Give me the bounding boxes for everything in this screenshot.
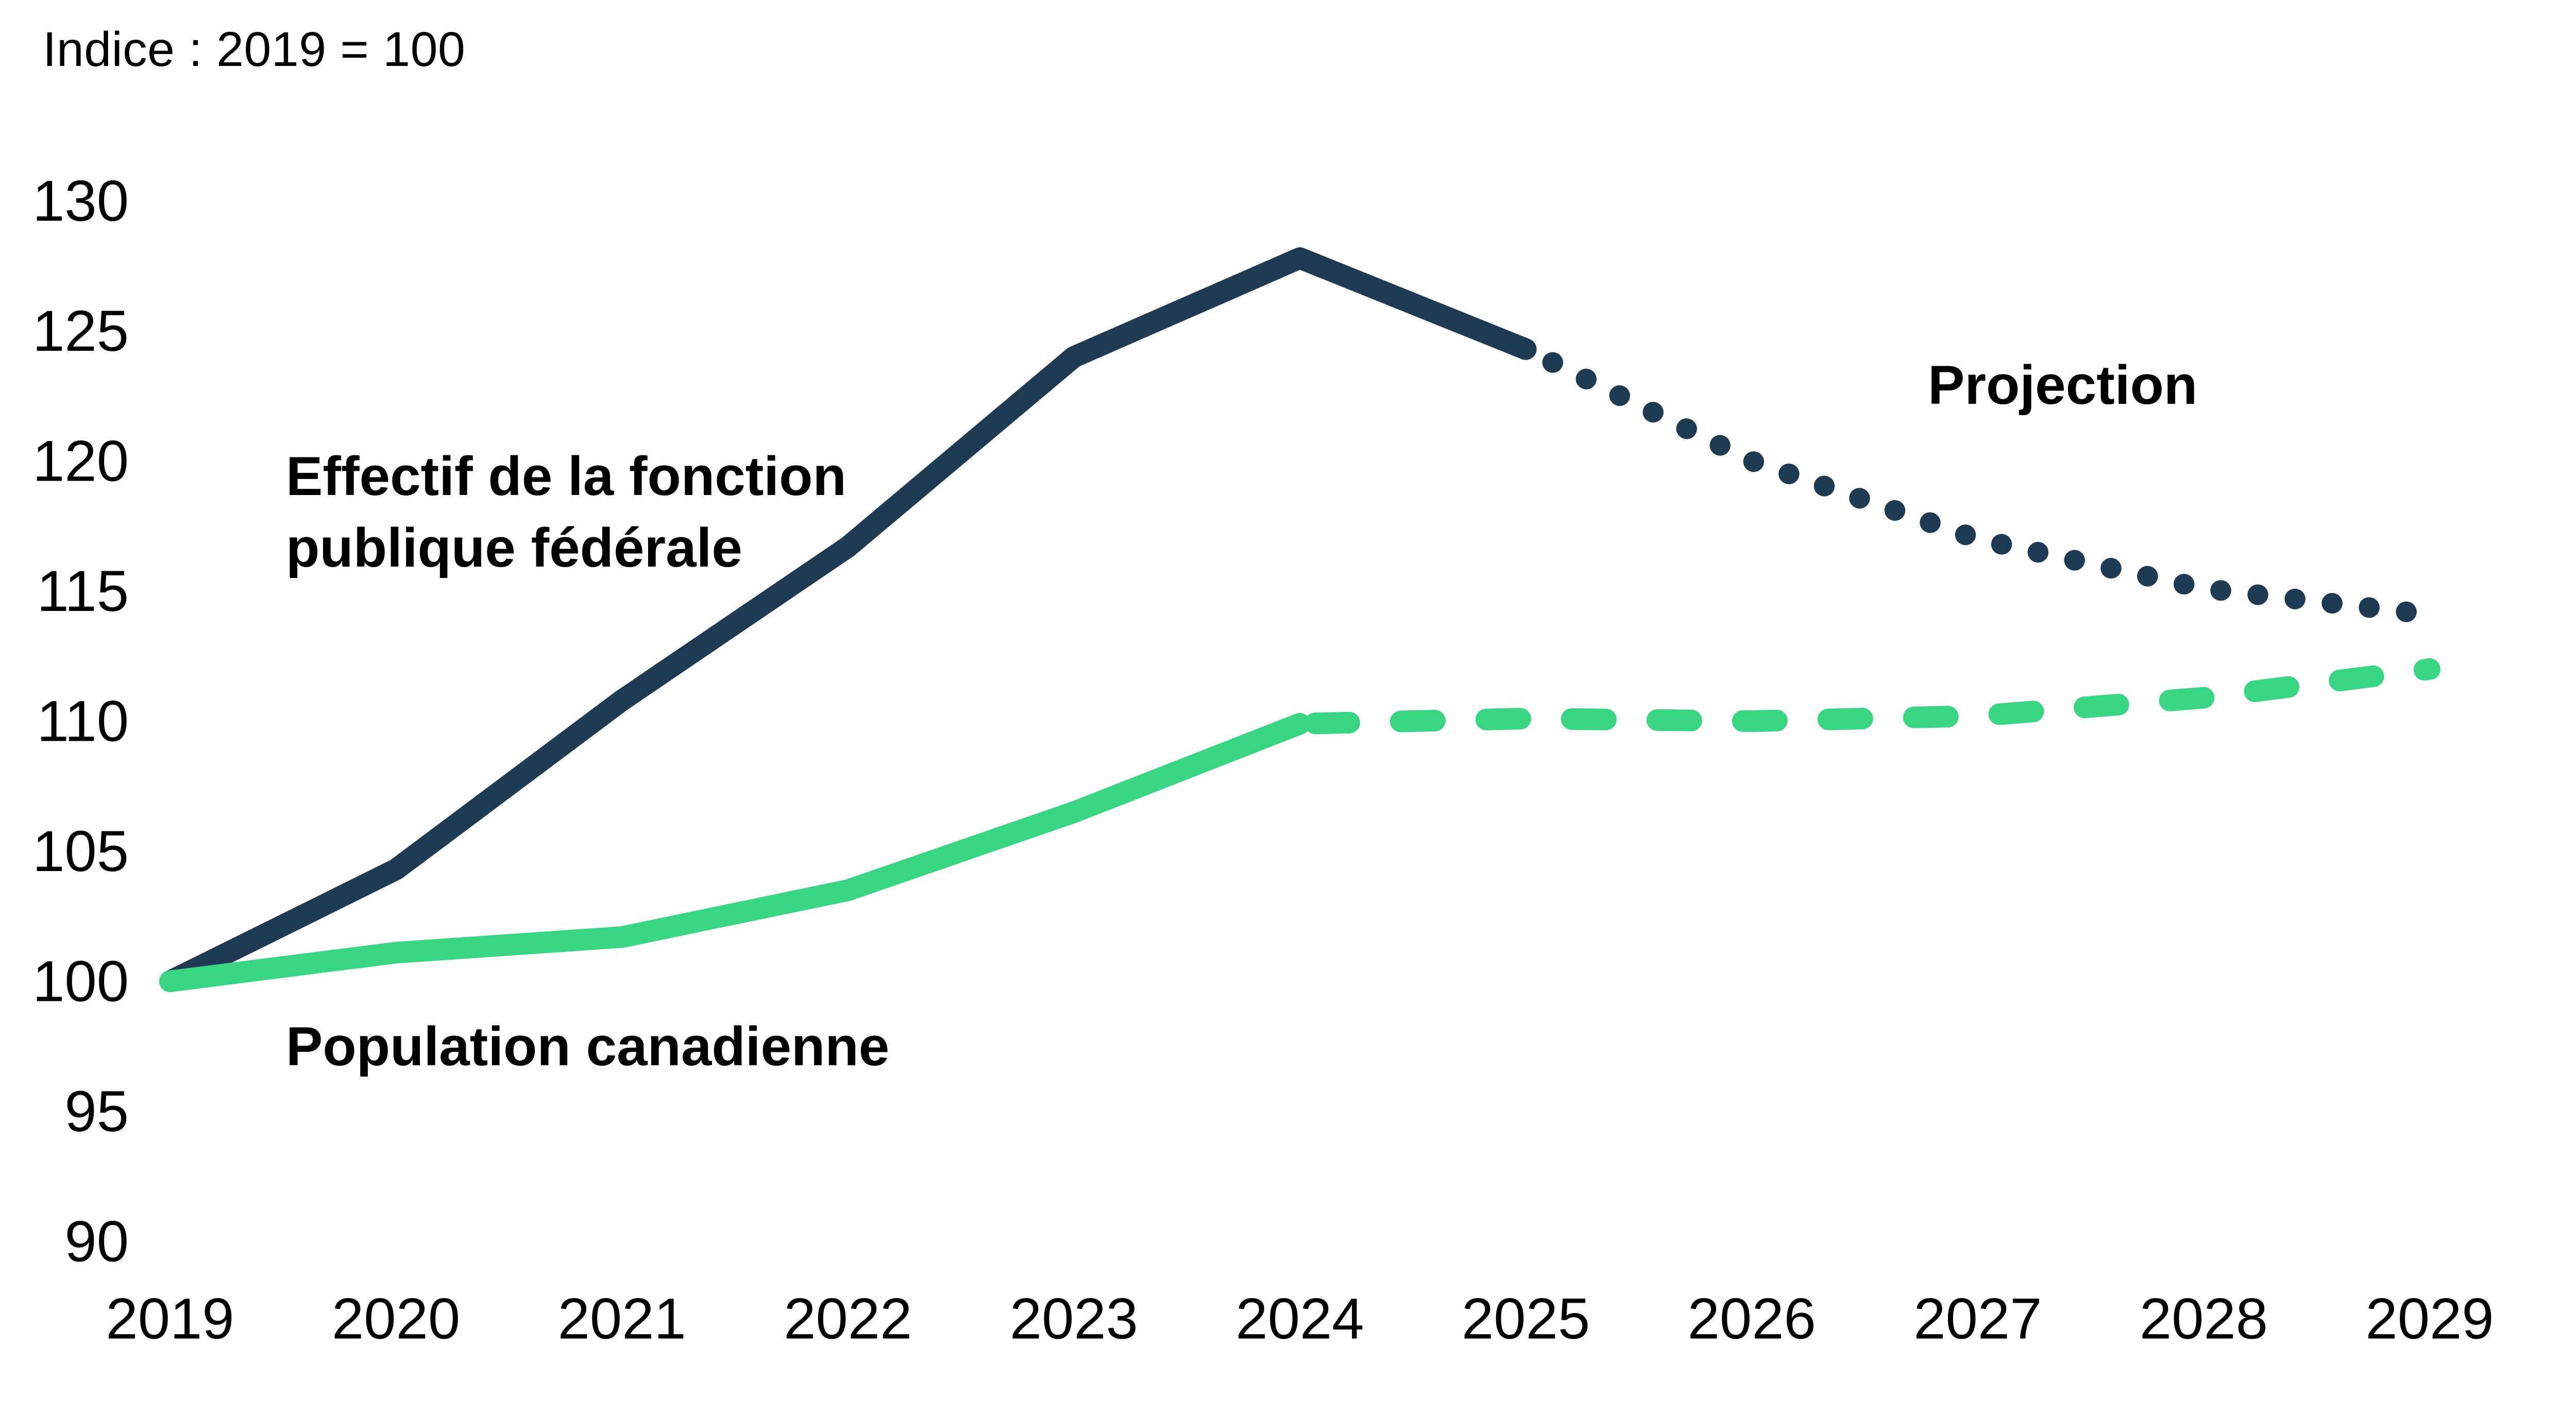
chart-title: Indice : 2019 = 100: [43, 22, 466, 77]
population-series-label: Population canadienne: [286, 1015, 890, 1077]
projection-label: Projection: [1928, 354, 2198, 416]
y-tick-label: 105: [32, 819, 129, 883]
x-tick-label: 2019: [106, 1287, 234, 1351]
y-tick-label: 100: [32, 949, 129, 1014]
x-tick-label: 2022: [784, 1287, 912, 1351]
x-tick-label: 2025: [1462, 1287, 1590, 1351]
y-tick-label: 120: [32, 429, 129, 493]
x-tick-label: 2023: [1010, 1287, 1138, 1351]
x-axis: 2019 2020 2021 2022 2023 2024 2025 2026 2027 2028…: [106, 1287, 2494, 1351]
y-tick-label: 110: [37, 689, 129, 754]
y-tick-label: 130: [32, 169, 129, 233]
effectif-solid-line: [159, 247, 1537, 992]
y-tick-label: 90: [64, 1209, 129, 1274]
effectif-series-label: Effectif de la fonction publique fédéral…: [286, 445, 846, 579]
x-tick-label: 2028: [2140, 1287, 2268, 1351]
series-lines: [159, 247, 2441, 992]
x-tick-label: 2020: [332, 1287, 460, 1351]
x-tick-label: 2029: [2365, 1287, 2494, 1351]
x-tick-label: 2026: [1688, 1287, 1816, 1351]
y-tick-label: 115: [37, 559, 129, 623]
y-axis: 90 95 100 105 110 115 120 125 130: [32, 169, 129, 1274]
x-tick-label: 2021: [558, 1287, 686, 1351]
y-tick-label: 125: [32, 299, 129, 363]
x-tick-label: 2024: [1235, 1287, 1364, 1351]
population-projection-dashed-line: [1289, 658, 2441, 735]
x-tick-label: 2027: [1913, 1287, 2042, 1351]
population-solid-line: [159, 713, 1311, 992]
y-tick-label: 95: [64, 1079, 129, 1144]
